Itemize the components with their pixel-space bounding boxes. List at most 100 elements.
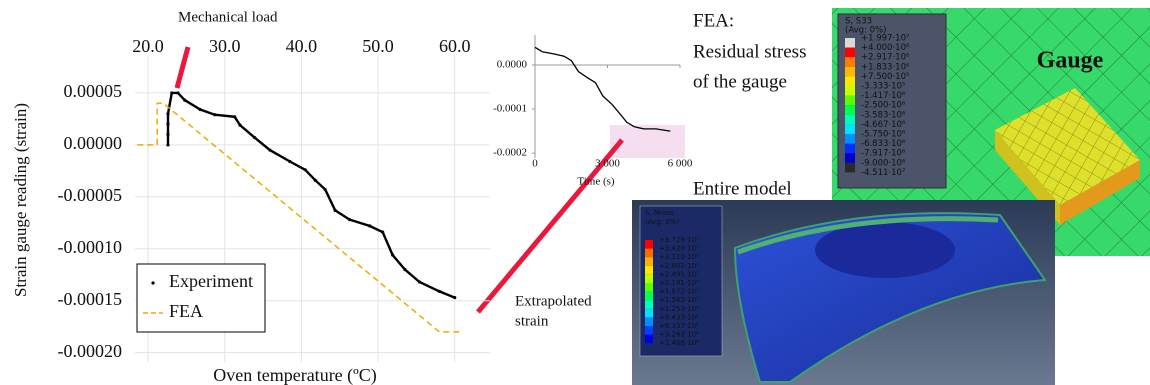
contour-legend-value: -4.667·10⁶ <box>861 120 906 130</box>
contour-legend-value: +2.491·10⁷ <box>659 270 699 278</box>
legend-symbol <box>151 281 154 284</box>
data-point <box>166 112 169 115</box>
y-tick-label: 0.0000 <box>497 59 528 71</box>
contour-band <box>645 283 653 292</box>
data-point <box>213 113 216 116</box>
data-point <box>334 209 337 212</box>
data-point <box>438 290 441 293</box>
data-point <box>183 99 186 102</box>
x-tick-label: 6 000 <box>668 158 693 170</box>
contour-legend-value: -5.750·10⁶ <box>861 130 906 140</box>
fea-model-title: Entire model <box>693 178 792 199</box>
contour-band <box>845 48 855 58</box>
data-point <box>304 168 307 171</box>
data-point <box>166 133 169 136</box>
contour-legend-value: +2.181·10⁷ <box>659 279 699 287</box>
data-point <box>368 224 371 227</box>
contour-legend-value: +1.466·10⁵ <box>659 339 699 347</box>
figure: Gauge FEA: Residual stress of the gauge … <box>0 0 1150 385</box>
contour-legend-title: S, Mises <box>645 209 674 217</box>
data-point <box>238 124 241 127</box>
contour-band <box>645 300 653 309</box>
x-tick-label: 30.0 <box>209 36 241 56</box>
contour-band <box>645 249 653 258</box>
legend-label: FEA <box>169 301 203 321</box>
x-tick-label: 20.0 <box>132 36 164 56</box>
contour-legend-value: -3.333·10⁵ <box>861 82 905 92</box>
data-point <box>233 115 236 118</box>
connector <box>177 47 188 88</box>
contour-legend-value: +1.997·10⁷ <box>861 34 910 44</box>
data-point <box>453 296 456 299</box>
contour-band <box>845 86 855 96</box>
fea-title-line: Residual stress <box>693 41 806 62</box>
data-point <box>166 122 169 125</box>
y-tick-label: 0.00000 <box>64 133 123 153</box>
contour-band <box>845 115 855 125</box>
data-point <box>170 91 173 94</box>
contour-legend-value: +1.833·10⁶ <box>861 62 910 72</box>
fea-title-line: of the gauge <box>693 71 787 92</box>
annotation: strain <box>515 313 549 329</box>
contour-band <box>645 309 653 318</box>
y-tick-label: -0.0002 <box>493 147 527 159</box>
contour-legend-value: +1.253·10⁷ <box>659 305 699 313</box>
contour-band <box>645 257 653 266</box>
fea-title-line: FEA: <box>693 10 734 31</box>
data-point <box>324 188 327 191</box>
contour-band <box>645 335 653 344</box>
contour-band <box>845 124 855 134</box>
contour-band <box>845 105 855 115</box>
contour-legend-value: +7.500·10⁵ <box>861 72 909 82</box>
data-point <box>391 253 394 256</box>
contour-legend-value: +3.729·10⁷ <box>659 236 699 244</box>
contour-band <box>845 144 855 154</box>
data-point <box>348 218 351 221</box>
y-tick-label: 0.00005 <box>64 81 123 101</box>
contour-legend-value: +6.337·10⁶ <box>659 322 699 330</box>
contour-legend-value: -3.583·10⁶ <box>861 110 906 120</box>
contour-band <box>645 266 653 275</box>
contour-band <box>845 57 855 67</box>
contour-legend-value: -9.000·10⁶ <box>861 158 906 168</box>
contour-legend-value: +1.562·10⁷ <box>659 296 699 304</box>
contour-band <box>845 134 855 144</box>
contour-band <box>845 163 855 173</box>
data-point <box>403 268 406 271</box>
contour-legend-value: +2.801·10⁷ <box>659 262 699 270</box>
contour-band <box>645 326 653 335</box>
x-tick-label: 40.0 <box>286 36 318 56</box>
x-axis-label: Time (s) <box>577 176 615 188</box>
contour-band <box>845 76 855 86</box>
page: {"chart_data": [ {"type": "line", "xlabe… <box>0 0 1150 385</box>
contour-legend-value: +3.110·10⁷ <box>659 253 699 261</box>
data-point <box>418 280 421 283</box>
x-tick-label: 3 000 <box>595 158 620 170</box>
contour-legend-value: -7.917·10⁶ <box>861 149 906 159</box>
contour-band <box>845 96 855 106</box>
contour-legend-value: +1.872·10⁷ <box>659 288 699 296</box>
data-point <box>288 160 291 163</box>
contour-legend-value: +3.242·10⁶ <box>659 331 699 339</box>
chart: 0.000050.00000-0.00005-0.00010-0.00015-0… <box>11 36 490 385</box>
y-tick-label: -0.00005 <box>58 185 123 205</box>
contour-legend-value: +3.420·10⁷ <box>659 245 699 253</box>
x-tick-label: 0 <box>532 158 538 170</box>
annotation: Mechanical load <box>178 9 278 25</box>
data-point <box>253 136 256 139</box>
contour-legend-value: +2.917·10⁶ <box>861 53 910 63</box>
data-point <box>314 179 317 182</box>
contour-band <box>845 38 855 48</box>
y-axis-label: Strain gauge reading (strain) <box>11 103 30 297</box>
series-line <box>535 47 670 131</box>
data-point <box>199 108 202 111</box>
x-axis-label: Oven temperature (ºC) <box>213 365 377 385</box>
contour-legend-value: +9.433·10⁶ <box>659 313 699 321</box>
contour-band <box>645 292 653 301</box>
x-tick-label: 60.0 <box>439 36 471 56</box>
legend-label: Experiment <box>169 271 253 291</box>
annotation: Extrapolated <box>515 293 592 309</box>
x-tick-label: 50.0 <box>362 36 394 56</box>
contour-legend-value: +4.000·10⁶ <box>861 43 910 53</box>
